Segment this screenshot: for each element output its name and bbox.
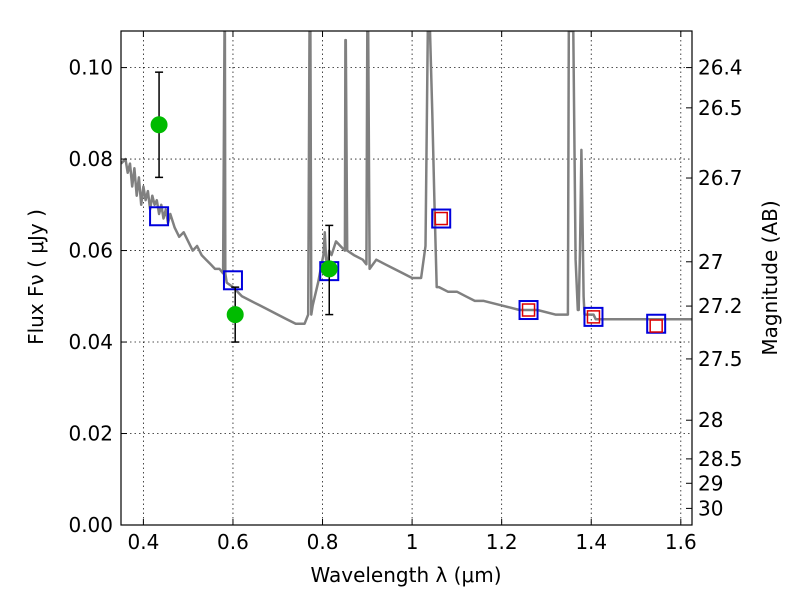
y-tick-label: 0.06 — [68, 239, 113, 263]
x-tick-label: 1.2 — [486, 530, 518, 554]
mag-tick-label: 28 — [698, 408, 723, 432]
model-photometry-blue-square — [149, 206, 170, 227]
y-tick-label: 0.02 — [68, 422, 113, 446]
mag-tick-label: 27.5 — [698, 347, 743, 371]
model-photometry-red-square — [586, 310, 601, 324]
model-photometry-blue-square — [222, 270, 243, 291]
mag-tick-label: 28.5 — [698, 447, 743, 471]
model-photometry-blue-square — [583, 306, 604, 327]
y-tick-label: 0.10 — [68, 56, 113, 80]
x-tick-label: 1 — [406, 530, 419, 554]
model-photometry-blue-square — [431, 208, 452, 229]
model-photometry-red-square — [649, 319, 663, 333]
model-photometry-red-square — [521, 303, 536, 317]
mag-tick-label: 26.4 — [698, 56, 743, 80]
axis-ticks: 0.4 0.6 0.8 1 1.2 1.4 1.6 0.00 0.02 0.04 0.06 0.08 0… — [68, 31, 743, 554]
mag-tick-label: 30 — [698, 496, 723, 520]
mag-tick-label: 27 — [698, 250, 723, 274]
model-photometry-red-square — [434, 211, 448, 226]
x-tick-label: 1.4 — [575, 530, 607, 554]
x-tick-label: 0.4 — [127, 530, 159, 554]
mag-tick-label: 26.7 — [698, 166, 743, 190]
grid-lines — [121, 31, 692, 526]
x-axis-label: Wavelength λ (μm) — [310, 563, 501, 587]
right-axis-label: Magnitude (AB) — [758, 200, 782, 355]
axes-frame — [120, 30, 693, 526]
plot-area — [121, 31, 692, 343]
mag-tick-label: 26.5 — [698, 96, 743, 120]
y-tick-label: 0.08 — [68, 147, 113, 171]
observed-flux-point — [226, 306, 244, 324]
observed-flux-point — [150, 116, 168, 134]
x-tick-label: 0.6 — [217, 530, 249, 554]
x-tick-label: 1.6 — [665, 530, 697, 554]
observed-flux-point — [320, 260, 338, 278]
x-tick-label: 0.8 — [307, 530, 339, 554]
mag-tick-label: 27.2 — [698, 294, 743, 318]
y-tick-label: 0.04 — [68, 330, 113, 354]
y-tick-label: 0.00 — [68, 513, 113, 537]
model-photometry-blue-square — [518, 300, 539, 321]
y-axis-label: Flux Fν ( μJy ) — [24, 209, 48, 345]
model-spectrum-line — [121, 31, 692, 325]
mag-tick-label: 29 — [698, 471, 723, 495]
